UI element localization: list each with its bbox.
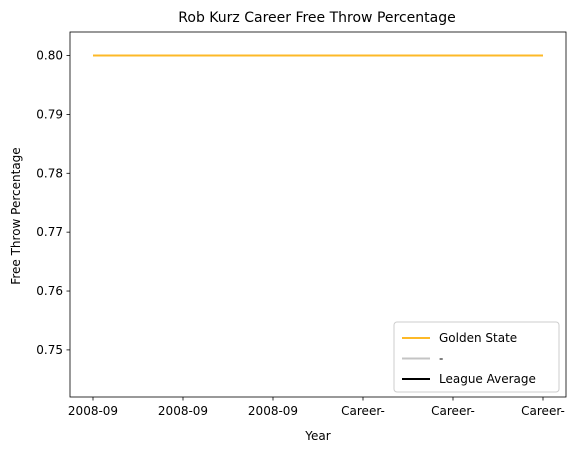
x-tick-label: Career-	[431, 404, 475, 418]
y-tick-label: 0.75	[36, 343, 63, 357]
y-tick-label: 0.79	[36, 107, 63, 121]
y-axis-label: Free Throw Percentage	[9, 147, 23, 284]
y-tick-label: 0.80	[36, 49, 63, 63]
plot-area	[69, 31, 567, 398]
legend-label-1: -	[439, 352, 443, 366]
x-tick-label: 2008-09	[68, 404, 118, 418]
x-tick-label: 2008-09	[158, 404, 208, 418]
legend-box	[393, 321, 560, 393]
x-axis-label: Year	[304, 429, 330, 443]
legend-label-2: League Average	[439, 372, 536, 386]
x-tick-label: 2008-09	[248, 404, 298, 418]
y-tick-label: 0.78	[36, 166, 63, 180]
y-tick-label: 0.76	[36, 284, 63, 298]
legend-label-0: Golden State	[439, 331, 517, 345]
chart-title: Rob Kurz Career Free Throw Percentage	[178, 10, 455, 26]
plot-frame	[69, 31, 567, 398]
x-tick-label: Career-	[341, 404, 385, 418]
x-tick-label: Career-	[521, 404, 565, 418]
legend: Golden State - League Average	[393, 321, 560, 393]
y-axis: 0.75 0.76 0.77 0.78 0.79 0.80	[36, 49, 70, 357]
y-tick-label: 0.77	[36, 225, 63, 239]
x-axis: 2008-09 2008-09 2008-09 Career- Career- Caree…	[68, 397, 565, 418]
